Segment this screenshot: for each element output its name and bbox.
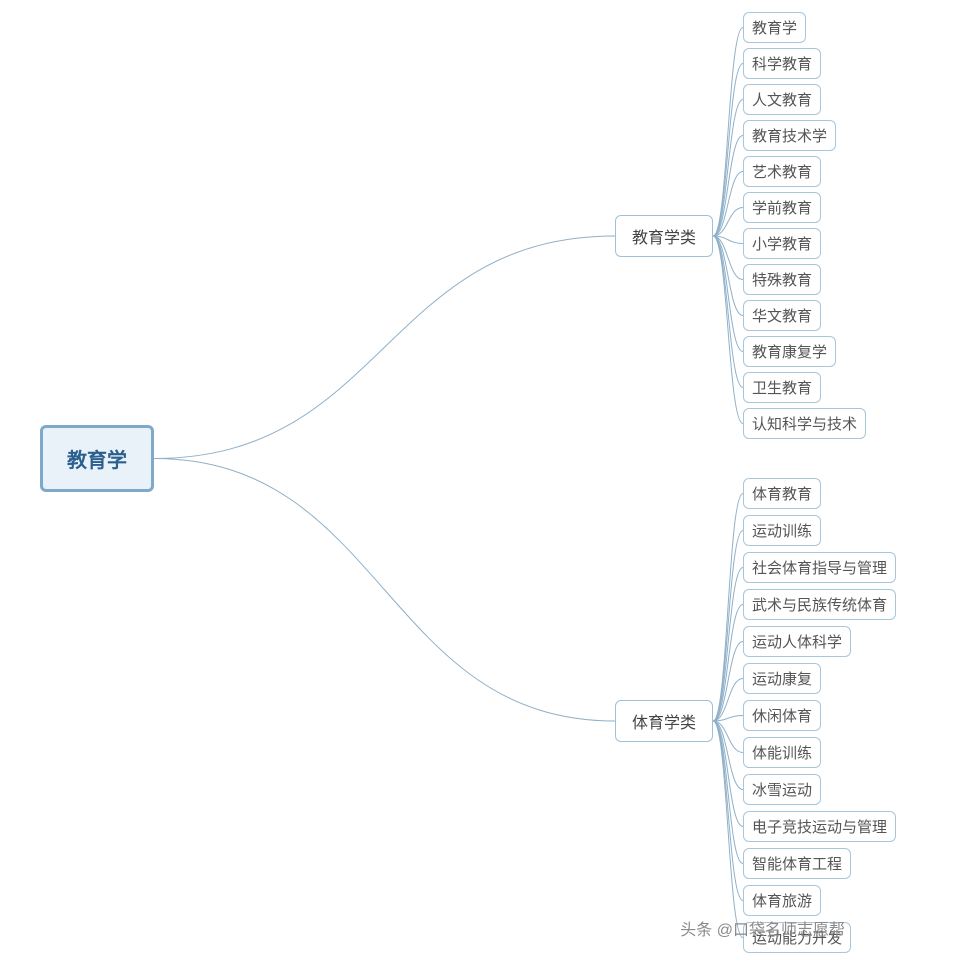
leaf-node-sport-3: 武术与民族传统体育 [743,589,896,620]
leaf-node-sport-9: 电子竞技运动与管理 [743,811,896,842]
leaf-node-edu-0-label: 教育学 [752,17,797,38]
leaf-node-edu-3-label: 教育技术学 [752,125,827,146]
leaf-node-sport-1-label: 运动训练 [752,520,812,541]
root-node: 教育学 [40,425,154,492]
leaf-node-sport-4-label: 运动人体科学 [752,631,842,652]
leaf-node-edu-8-label: 华文教育 [752,305,812,326]
category-node-edu-label: 教育学类 [632,224,696,248]
leaf-node-sport-1: 运动训练 [743,515,821,546]
leaf-node-edu-0: 教育学 [743,12,806,43]
leaf-node-sport-5-label: 运动康复 [752,668,812,689]
leaf-node-edu-5-label: 学前教育 [752,197,812,218]
leaf-node-edu-9: 教育康复学 [743,336,836,367]
leaf-node-sport-2: 社会体育指导与管理 [743,552,896,583]
leaf-node-sport-11-label: 体育旅游 [752,890,812,911]
leaf-node-edu-10-label: 卫生教育 [752,377,812,398]
leaf-node-sport-3-label: 武术与民族传统体育 [752,594,887,615]
leaf-node-edu-11-label: 认知科学与技术 [752,413,857,434]
leaf-node-edu-4: 艺术教育 [743,156,821,187]
leaf-node-sport-6-label: 休闲体育 [752,705,812,726]
category-node-sport: 体育学类 [615,700,713,742]
leaf-node-sport-0: 体育教育 [743,478,821,509]
leaf-node-edu-5: 学前教育 [743,192,821,223]
category-node-sport-label: 体育学类 [632,709,696,733]
leaf-node-sport-10: 智能体育工程 [743,848,851,879]
leaf-node-edu-3: 教育技术学 [743,120,836,151]
leaf-node-sport-0-label: 体育教育 [752,483,812,504]
leaf-node-edu-8: 华文教育 [743,300,821,331]
leaf-node-edu-7-label: 特殊教育 [752,269,812,290]
leaf-node-sport-11: 体育旅游 [743,885,821,916]
leaf-node-sport-9-label: 电子竞技运动与管理 [752,816,887,837]
root-node-label: 教育学 [67,444,127,473]
leaf-node-edu-11: 认知科学与技术 [743,408,866,439]
leaf-node-edu-9-label: 教育康复学 [752,341,827,362]
leaf-node-sport-8-label: 冰雪运动 [752,779,812,800]
leaf-node-edu-1-label: 科学教育 [752,53,812,74]
watermark-text: 头条 @口袋名师志愿帮 [680,916,845,940]
leaf-node-sport-7: 体能训练 [743,737,821,768]
leaf-node-edu-6: 小学教育 [743,228,821,259]
leaf-node-edu-4-label: 艺术教育 [752,161,812,182]
leaf-node-sport-10-label: 智能体育工程 [752,853,842,874]
leaf-node-edu-10: 卫生教育 [743,372,821,403]
leaf-node-sport-4: 运动人体科学 [743,626,851,657]
leaf-node-sport-7-label: 体能训练 [752,742,812,763]
leaf-node-edu-6-label: 小学教育 [752,233,812,254]
leaf-node-sport-8: 冰雪运动 [743,774,821,805]
category-node-edu: 教育学类 [615,215,713,257]
leaf-node-edu-7: 特殊教育 [743,264,821,295]
leaf-node-sport-5: 运动康复 [743,663,821,694]
leaf-node-sport-2-label: 社会体育指导与管理 [752,557,887,578]
leaf-node-edu-2: 人文教育 [743,84,821,115]
leaf-node-sport-6: 休闲体育 [743,700,821,731]
leaf-node-edu-1: 科学教育 [743,48,821,79]
leaf-node-edu-2-label: 人文教育 [752,89,812,110]
